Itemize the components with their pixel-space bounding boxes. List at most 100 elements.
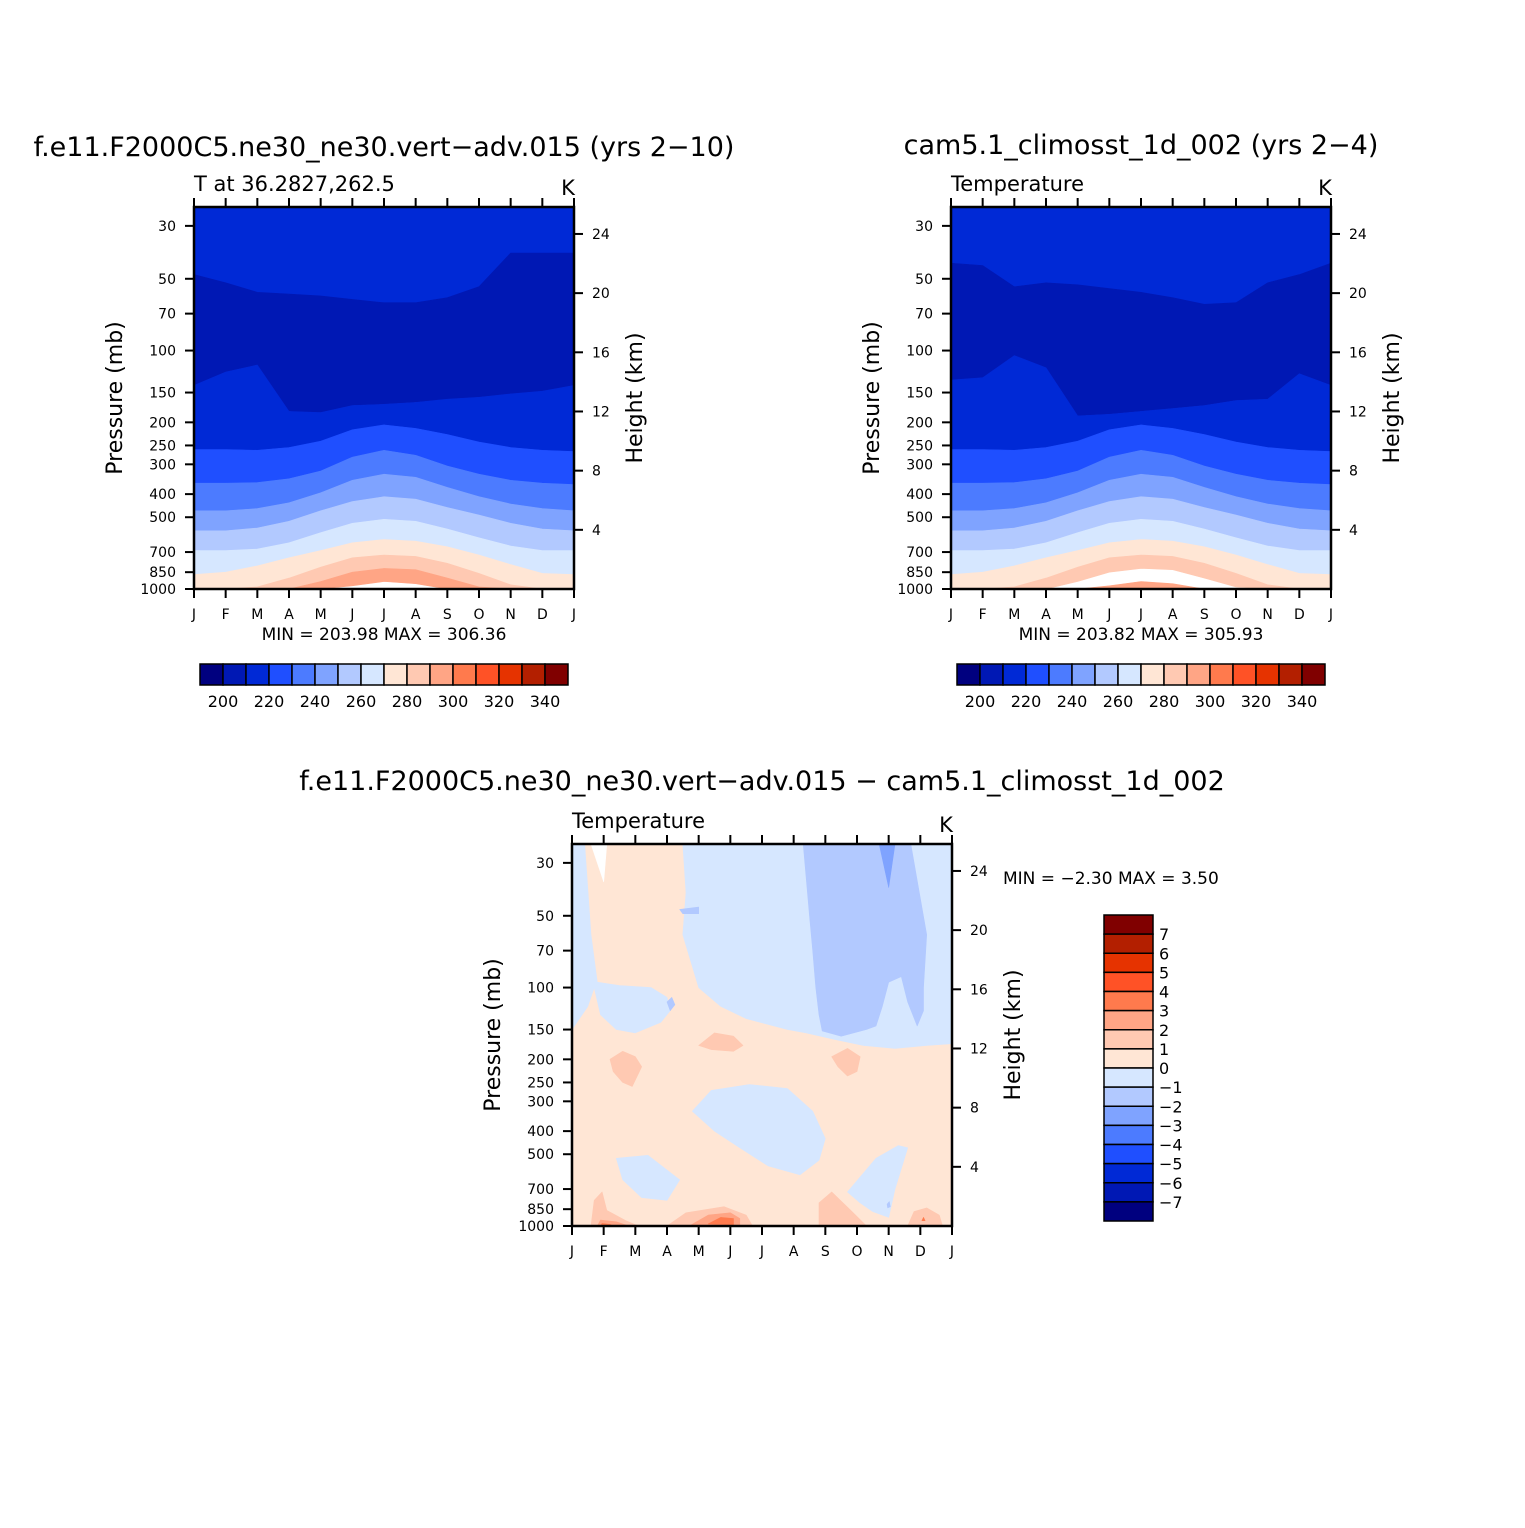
colorbar-swatch [1103, 933, 1154, 954]
colorbar-swatch [1103, 1009, 1154, 1031]
colorbar-label: 340 [1287, 692, 1318, 711]
colorbar-label: 4 [1159, 983, 1169, 1002]
x-tick-label: F [979, 607, 987, 623]
colorbar-label: 220 [254, 692, 285, 711]
colorbar: 200 220 240 260 280 300 320 340 [199, 663, 569, 711]
colorbar-label: 240 [300, 692, 331, 711]
colorbar-swatch [337, 663, 362, 686]
colorbar-swatch [452, 663, 477, 686]
height-tick-label: 4 [1349, 523, 1358, 539]
colorbar-label: 200 [965, 692, 996, 711]
colorbar-label: −1 [1159, 1078, 1183, 1097]
colorbar-swatch [1186, 663, 1211, 686]
colorbar-label: 3 [1159, 1002, 1169, 1021]
colorbar-label: −6 [1159, 1174, 1183, 1193]
colorbar-swatch [1140, 663, 1165, 686]
plot-area [194, 207, 574, 589]
colorbar-label: 2 [1159, 1021, 1169, 1040]
contour-region-15 [590, 1191, 639, 1226]
contour-region-10 [666, 997, 676, 1012]
y-tick-label: 300 [906, 457, 933, 473]
colorbar-swatch [199, 663, 224, 686]
x-tick-label: D [1294, 607, 1305, 623]
colorbar-swatch [1103, 1162, 1154, 1184]
x-tick-label: A [411, 607, 421, 623]
colorbar-swatch [1278, 663, 1303, 686]
contour-region-7 [802, 844, 928, 1037]
y-tick-label: 200 [149, 415, 176, 431]
contour-region-13 [698, 1032, 744, 1052]
y-tick-label: 50 [915, 272, 933, 288]
y-tick-label: 100 [906, 344, 933, 360]
y-tick-label: 30 [915, 219, 933, 235]
y-tick-label: 1000 [897, 582, 933, 598]
colorbar-label: 300 [438, 692, 469, 711]
colorbar-label: 220 [1011, 692, 1042, 711]
y-tick-label: 150 [906, 386, 933, 402]
height-tick-label: 12 [1349, 404, 1367, 420]
colorbar-swatch [1094, 663, 1119, 686]
panel-subtitle: T at 36.2827,262.5 [193, 172, 395, 196]
height-tick-label: 20 [1349, 286, 1367, 302]
y-tick-label: 700 [906, 545, 933, 561]
y-tick-label: 50 [158, 272, 176, 288]
colorbar-label: 300 [1195, 692, 1226, 711]
colorbar-swatch [1071, 663, 1096, 686]
height-tick-label: 24 [970, 864, 988, 880]
contour-region-11 [886, 1201, 891, 1209]
x-tick-label: J [349, 607, 354, 623]
y-tick-label: 250 [149, 438, 176, 454]
height-tick-label: 16 [1349, 345, 1367, 361]
y-tick-label: 400 [906, 487, 933, 503]
colorbar-label: 280 [392, 692, 423, 711]
colorbar-label: 7 [1159, 925, 1169, 944]
y-tick-label: 250 [527, 1075, 554, 1091]
plot-area [572, 844, 952, 1226]
height-axis-label: Height (km) [623, 332, 648, 463]
y-tick-label: 100 [149, 344, 176, 360]
min-max-stats: MIN = 203.82 MAX = 305.93 [1019, 625, 1264, 645]
height-tick-label: 20 [592, 286, 610, 302]
x-tick-label: A [1041, 607, 1051, 623]
y-tick-label: 1000 [518, 1219, 554, 1235]
y-tick-label: 250 [906, 438, 933, 454]
x-tick-label: D [537, 607, 548, 623]
y-tick-label: 300 [527, 1094, 554, 1110]
colorbar-swatch [1255, 663, 1280, 686]
colorbar-swatch [1103, 1029, 1154, 1050]
x-tick-label: N [1262, 607, 1272, 623]
y-tick-label: 850 [149, 565, 176, 581]
height-tick-label: 24 [1349, 227, 1367, 243]
y-tick-label: 700 [149, 545, 176, 561]
contour-band-11 [951, 581, 1331, 589]
colorbar-swatch [406, 663, 431, 686]
x-tick-label: A [1168, 607, 1178, 623]
colorbar-swatch [544, 663, 569, 686]
y-axis-label: Pressure (mb) [481, 958, 506, 1112]
x-tick-label: J [759, 1244, 764, 1260]
y-tick-label: 200 [906, 415, 933, 431]
x-tick-label: J [727, 1244, 732, 1260]
contour-region-18 [907, 1207, 943, 1226]
colorbar-swatch [383, 663, 408, 686]
y-tick-label: 70 [158, 307, 176, 323]
colorbar-label: −5 [1159, 1155, 1183, 1174]
min-max-stats: MIN = 203.98 MAX = 306.36 [262, 625, 507, 645]
colorbar-label: 260 [1103, 692, 1134, 711]
y-tick-label: 1000 [140, 582, 176, 598]
y-tick-label: 400 [527, 1124, 554, 1140]
colorbar-swatch [475, 663, 500, 686]
colorbar-swatch [1048, 663, 1073, 686]
y-tick-label: 50 [536, 909, 554, 925]
panel-title: cam5.1_climosst_1d_002 (yrs 2−4) [904, 130, 1379, 161]
colorbar-label: 340 [530, 692, 561, 711]
units-label: K [561, 176, 576, 200]
colorbar: 200 220 240 260 280 300 320 340 [956, 663, 1326, 711]
y-tick-label: 150 [149, 386, 176, 402]
colorbar-swatch [521, 663, 546, 686]
colorbar-swatch [1103, 1067, 1154, 1088]
contour-region-12 [609, 1051, 643, 1087]
y-tick-label: 500 [527, 1147, 554, 1163]
colorbar-swatch [498, 663, 523, 686]
colorbar-label: −3 [1159, 1116, 1183, 1135]
